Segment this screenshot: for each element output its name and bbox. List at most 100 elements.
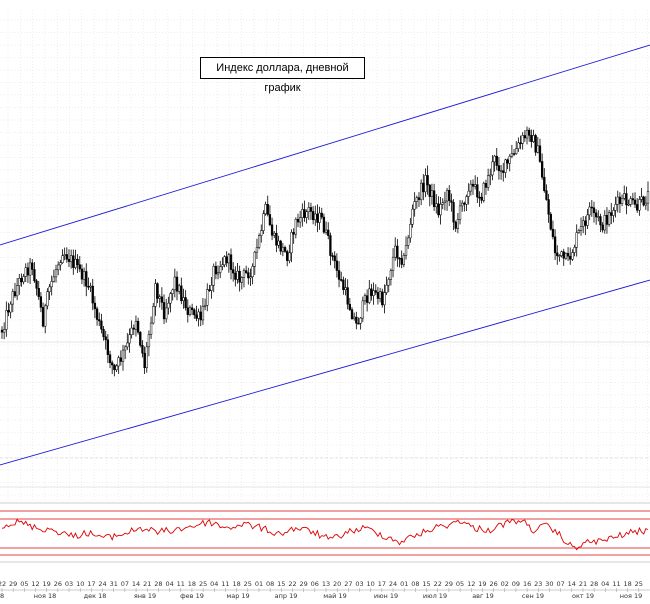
candle-body: [165, 307, 168, 320]
candle-body: [227, 254, 231, 264]
x-tick-label: 15: [277, 580, 285, 588]
channel-lines: [0, 44, 650, 466]
candle-body: [536, 145, 539, 153]
candle-body: [499, 170, 503, 172]
candle-body: [223, 256, 226, 266]
candle-body: [139, 332, 142, 346]
candle-body: [190, 307, 194, 311]
candle-body: [117, 357, 120, 367]
candle-body: [329, 235, 332, 256]
candle-body: [311, 211, 315, 221]
channel-lower-line: [0, 279, 650, 466]
x-tick-label: 29: [445, 580, 453, 588]
candle-body: [480, 196, 483, 201]
candle-body: [551, 228, 555, 238]
candle-body: [143, 352, 146, 369]
x-tick-label: 01: [400, 580, 408, 588]
x-tick-label: 10: [76, 580, 84, 588]
candle-body: [404, 245, 408, 256]
x-tick-label: 18: [188, 580, 196, 588]
candle-body: [407, 237, 410, 246]
candle-body: [562, 251, 565, 259]
candle-body: [236, 270, 239, 280]
x-tick-label: 24: [98, 580, 106, 588]
candle-body: [283, 247, 287, 252]
candle-body: [633, 199, 637, 205]
x-month-label: май 19: [323, 592, 346, 600]
x-tick-label: 31: [110, 580, 118, 588]
candle-body: [396, 245, 399, 259]
candle-body: [573, 247, 576, 253]
candle-body: [115, 365, 118, 371]
candle-body: [20, 277, 23, 283]
candle-body: [348, 303, 351, 310]
candle-body: [195, 314, 198, 319]
candle-body: [35, 280, 38, 289]
x-month-label: сен 19: [522, 592, 544, 600]
candle-body: [467, 190, 470, 197]
candle-body: [519, 142, 522, 145]
x-month-label: авг 19: [472, 592, 494, 600]
chart-title: Индекс доллара, дневной график: [200, 57, 365, 94]
candle-body: [206, 289, 209, 306]
candle-body: [631, 198, 635, 201]
candle-body: [9, 303, 12, 313]
candle-body: [108, 354, 112, 364]
x-tick-label: 04: [210, 580, 218, 588]
candle-body: [57, 264, 60, 271]
candle-body: [221, 264, 224, 267]
candle-body: [400, 258, 403, 265]
candle-body: [242, 270, 246, 278]
candle-body: [474, 184, 477, 187]
candle-body: [229, 254, 233, 270]
x-tick-label: 20: [333, 580, 341, 588]
candle-body: [355, 316, 358, 324]
candle-body: [288, 252, 291, 261]
grid: [0, 10, 650, 500]
candle-body: [286, 251, 289, 261]
candle-body: [582, 220, 585, 227]
candle-body: [44, 305, 47, 327]
candle-body: [186, 307, 189, 315]
candle-body: [482, 183, 485, 201]
candle-body: [424, 175, 427, 193]
candle-body: [214, 266, 218, 275]
candle-body: [372, 290, 375, 296]
candle-body: [100, 320, 103, 330]
candle-body: [184, 297, 187, 309]
candle-body: [365, 295, 369, 303]
x-tick-label: 27: [344, 580, 352, 588]
candle-body: [244, 270, 248, 273]
candle-body: [33, 269, 36, 282]
candle-body: [614, 204, 617, 211]
candle-body: [104, 336, 107, 341]
candle-body: [24, 267, 27, 277]
x-tick-label: 17: [378, 580, 386, 588]
candle-body: [48, 286, 51, 292]
candle-body: [275, 232, 278, 246]
candle-body: [502, 170, 505, 173]
candle-body: [504, 159, 507, 173]
candle-body: [558, 255, 561, 257]
candle-body: [415, 197, 418, 202]
candle-body: [350, 309, 354, 319]
candle-body: [270, 224, 274, 236]
candle-body: [294, 218, 297, 235]
candle-body: [203, 305, 207, 307]
x-month-label: ноя 18: [34, 592, 56, 600]
candle-body: [152, 306, 155, 324]
candle-body: [515, 148, 518, 154]
candle-body: [80, 268, 84, 280]
x-tick-label: 11: [177, 580, 185, 588]
candle-body: [331, 255, 334, 257]
x-tick-label: 18: [624, 580, 632, 588]
candle-body: [623, 193, 626, 199]
x-tick-label: 11: [221, 580, 229, 588]
candle-body: [556, 252, 559, 257]
candle-body: [46, 291, 49, 307]
candle-body: [359, 317, 362, 324]
candle-body: [644, 202, 647, 206]
candle-body: [5, 310, 8, 330]
candle-body: [607, 212, 611, 225]
